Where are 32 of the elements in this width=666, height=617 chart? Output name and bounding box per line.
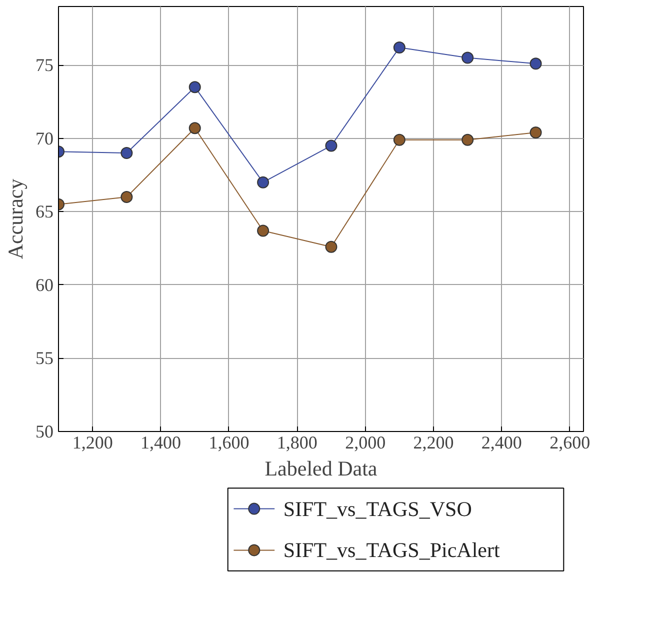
legend-label: SIFT_vs_TAGS_PicAlert bbox=[283, 538, 500, 562]
point bbox=[325, 240, 338, 253]
y-tick-label: 65 bbox=[36, 202, 54, 222]
y-tick-label: 50 bbox=[36, 422, 54, 442]
point bbox=[325, 140, 338, 152]
point bbox=[393, 42, 406, 54]
x-tick-label: 1,200 bbox=[72, 432, 113, 452]
x-tick-label: 2,200 bbox=[413, 432, 454, 452]
x-tick-label: 1,400 bbox=[140, 432, 182, 452]
x-tick-label: 2,000 bbox=[345, 432, 386, 452]
point bbox=[462, 52, 474, 64]
point bbox=[530, 58, 542, 70]
point bbox=[462, 134, 474, 146]
legend-label: SIFT_vs_TAGS_VSO bbox=[283, 496, 472, 521]
y-tick-label: 55 bbox=[36, 348, 54, 368]
x-tick-label: 1,800 bbox=[276, 432, 318, 452]
x-axis-title: Labeled Data bbox=[264, 456, 378, 480]
point bbox=[188, 122, 201, 134]
point bbox=[257, 176, 270, 188]
point bbox=[393, 134, 406, 146]
y-axis-title: Accuracy bbox=[4, 178, 28, 260]
point bbox=[120, 191, 133, 204]
x-tick-label: 2,600 bbox=[550, 432, 590, 452]
point bbox=[530, 126, 542, 139]
point bbox=[257, 224, 270, 237]
x-tick-label: 2,400 bbox=[481, 432, 522, 452]
point bbox=[188, 81, 201, 94]
y-tick-label: 60 bbox=[36, 274, 54, 295]
y-tick-label: 70 bbox=[36, 128, 54, 148]
y-tick-label: 75 bbox=[36, 55, 54, 76]
point bbox=[120, 147, 133, 160]
x-tick-label: 1,600 bbox=[208, 432, 250, 452]
